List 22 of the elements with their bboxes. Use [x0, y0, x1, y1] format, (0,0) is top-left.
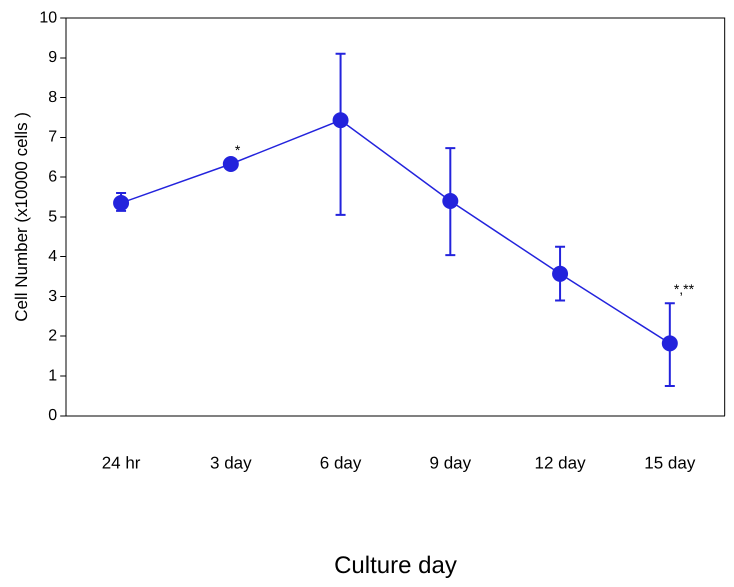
y-tick-label: 6: [48, 168, 58, 186]
y-tick-label: 4: [48, 248, 58, 266]
x-tick-label: 12 day: [534, 454, 586, 473]
y-tick-label: 10: [39, 9, 58, 26]
x-tick-label: 15 day: [644, 454, 696, 473]
x-tick-label: 6 day: [320, 454, 362, 473]
y-axis-title: Cell Number (x10000 cells ): [12, 112, 31, 322]
y-tick-label: 5: [48, 208, 58, 226]
y-tick-label: 9: [48, 49, 58, 66]
point: [222, 156, 239, 172]
y-tick-label: 3: [48, 288, 58, 305]
y-tick-label: 1: [48, 367, 58, 384]
y-tick-label: 0: [48, 407, 58, 424]
y-tick-label: 2: [48, 328, 58, 345]
annotation: *: [234, 142, 241, 158]
y-tick-label: 7: [48, 128, 58, 146]
x-tick-label: 3 day: [210, 454, 252, 473]
x-axis-title: Culture day: [334, 552, 457, 580]
y-tick-label: 8: [48, 88, 58, 106]
x-tick-label: 9 day: [430, 454, 472, 473]
annotation: *,**: [674, 281, 695, 298]
x-tick-label: 24 hr: [102, 454, 141, 473]
